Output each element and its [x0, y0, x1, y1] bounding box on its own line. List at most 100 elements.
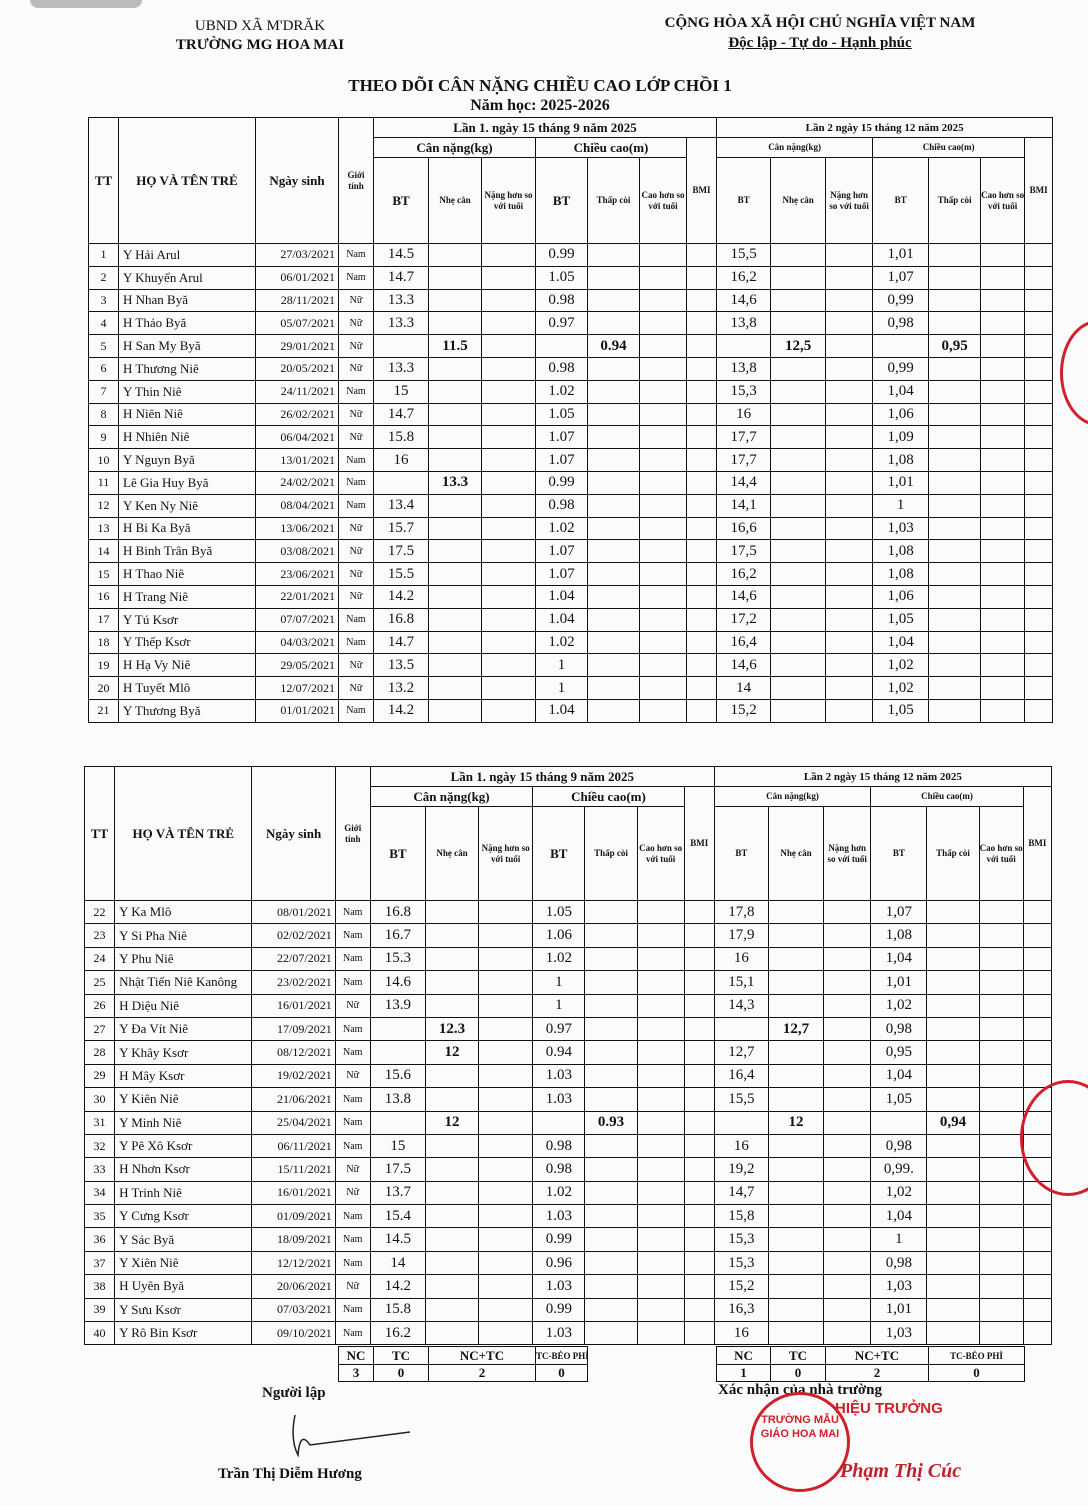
cell	[1024, 493, 1054, 518]
cell: 15,1	[713, 970, 769, 995]
cell	[825, 676, 874, 700]
cell: 1,08	[870, 923, 928, 948]
cell	[823, 1274, 872, 1299]
column-header: TT	[83, 766, 116, 901]
cell	[369, 1110, 426, 1135]
cell	[926, 946, 980, 972]
cell	[980, 493, 1026, 518]
cell	[584, 1274, 638, 1299]
cell	[770, 470, 827, 495]
cell	[1022, 1040, 1053, 1065]
cell	[639, 676, 687, 700]
cell	[481, 311, 536, 336]
column-header: Cân nặng(kg)	[713, 786, 872, 807]
cell	[683, 1227, 715, 1252]
cell	[584, 1321, 638, 1346]
cell: 17/09/2021	[251, 1016, 336, 1042]
cell: 0,98	[870, 1016, 928, 1042]
cell	[428, 265, 482, 290]
cell: 20	[88, 676, 119, 700]
cell	[1024, 243, 1054, 267]
cell: Nam	[338, 607, 374, 632]
cell: 13.3	[373, 356, 429, 381]
cell	[978, 1321, 1024, 1346]
column-header: TT	[88, 117, 119, 244]
cell: 1.07	[535, 539, 588, 564]
cell: 0.99	[535, 243, 588, 267]
cell	[825, 243, 874, 267]
cell: 17	[88, 607, 119, 632]
cell	[825, 425, 874, 450]
cell: 14,3	[713, 993, 769, 1018]
cell: 08/04/2021	[255, 493, 339, 518]
page-title: THEO DÕI CÂN NẶNG CHIỀU CAO LỚP CHỒI 1	[348, 76, 732, 95]
cell: 15	[373, 379, 429, 404]
cell	[978, 1016, 1024, 1042]
table-row: 35 Y Cưng Ksơr 01/09/2021 Nam 15.4 1.03 15,8 1,…	[83, 1204, 1053, 1229]
cell	[639, 516, 687, 541]
cell	[1022, 946, 1053, 972]
cell	[587, 356, 640, 381]
cell	[926, 1321, 980, 1346]
cell	[926, 923, 980, 948]
creator-name: Trần Thị Diễm Hương	[218, 1466, 362, 1482]
cell	[685, 698, 718, 723]
cell: 1.03	[532, 1204, 586, 1229]
cell: 19/02/2021	[251, 1063, 336, 1089]
cell: 20/06/2021	[251, 1274, 336, 1299]
cell: Y Thếp Ksơr	[118, 630, 256, 655]
column-header: BT	[870, 806, 928, 901]
column-header: BT	[369, 806, 426, 901]
cell	[587, 379, 640, 404]
column-header: BMI	[1024, 137, 1054, 244]
cell: 15	[369, 1133, 426, 1159]
cell	[636, 1157, 685, 1182]
cell	[1022, 1250, 1053, 1276]
summary-value: 0	[770, 1364, 826, 1382]
stamp-text: TRƯỜNG MẪU GIÁO HOA MAI	[760, 1414, 840, 1441]
cell	[770, 584, 827, 609]
cell	[823, 1180, 872, 1206]
cell: Nam	[334, 1133, 371, 1159]
cell: 36	[83, 1227, 116, 1252]
cell: 13.3	[373, 288, 429, 313]
cell: 1	[872, 493, 930, 518]
cell	[978, 970, 1024, 995]
cell	[481, 402, 536, 427]
cell: 1.03	[532, 1087, 586, 1112]
cell	[428, 698, 482, 723]
column-header: Nhẹ cân	[767, 806, 825, 901]
scroll-handle[interactable]	[30, 0, 142, 8]
cell	[639, 698, 687, 723]
cell	[584, 1204, 638, 1229]
cell: 14.6	[369, 970, 426, 995]
cell	[928, 448, 982, 472]
cell	[978, 1297, 1024, 1323]
cell: 1.07	[535, 562, 588, 586]
cell	[770, 562, 827, 586]
cell: Nam	[334, 923, 371, 948]
cell	[825, 516, 874, 541]
cell	[978, 1274, 1024, 1299]
cell	[535, 334, 588, 358]
cell	[639, 653, 687, 678]
cell: 35	[83, 1204, 116, 1229]
cell: 0.96	[532, 1250, 586, 1276]
cell	[872, 334, 930, 358]
cell	[767, 1227, 825, 1252]
column-header: Cao hơn so với tuổi	[978, 806, 1024, 901]
cell	[825, 311, 874, 336]
cell	[767, 1040, 825, 1065]
cell	[584, 1087, 638, 1112]
cell	[639, 243, 687, 267]
creator-signature	[292, 1414, 411, 1458]
cell: 14,7	[713, 1180, 769, 1206]
table-row: 32 Y Pê Xô Ksơr 06/11/2021 Nam 15 0.98 16 0,98	[83, 1133, 1053, 1159]
cell: 16.7	[369, 923, 426, 948]
cell	[825, 265, 874, 290]
cell	[713, 1110, 769, 1135]
cell	[636, 1297, 685, 1323]
cell: Nữ	[338, 402, 374, 427]
cell	[685, 630, 718, 655]
